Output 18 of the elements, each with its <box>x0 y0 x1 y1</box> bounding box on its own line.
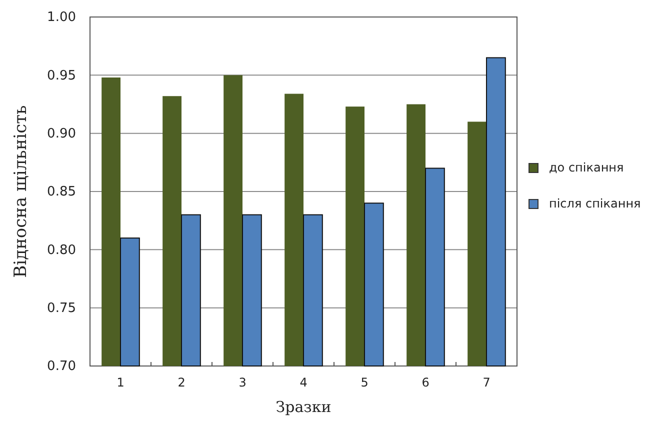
y-axis-title: Відносна щільність <box>11 105 31 278</box>
x-tick-label: 2 <box>178 376 186 390</box>
y-tick-label: 1.00 <box>47 10 76 26</box>
legend-label: до спікання <box>549 160 624 174</box>
y-tick-label: 0.85 <box>47 184 76 200</box>
y-tick-label: 0.80 <box>47 242 76 258</box>
x-tick-label: 6 <box>422 376 430 390</box>
y-tick-label: 0.95 <box>47 68 76 84</box>
x-axis-title: Зразки <box>276 398 332 416</box>
x-tick-label: 3 <box>238 376 246 390</box>
y-tick-label: 0.70 <box>47 359 76 374</box>
x-tick-label: 4 <box>300 376 308 390</box>
y-tick-label: 0.90 <box>47 126 76 142</box>
x-tick-label: 1 <box>116 376 124 390</box>
x-tick-label: 5 <box>360 376 368 390</box>
y-tick-label: 0.75 <box>47 300 76 316</box>
legend-label: після спікання <box>549 196 641 210</box>
x-tick-label: 7 <box>482 376 490 390</box>
